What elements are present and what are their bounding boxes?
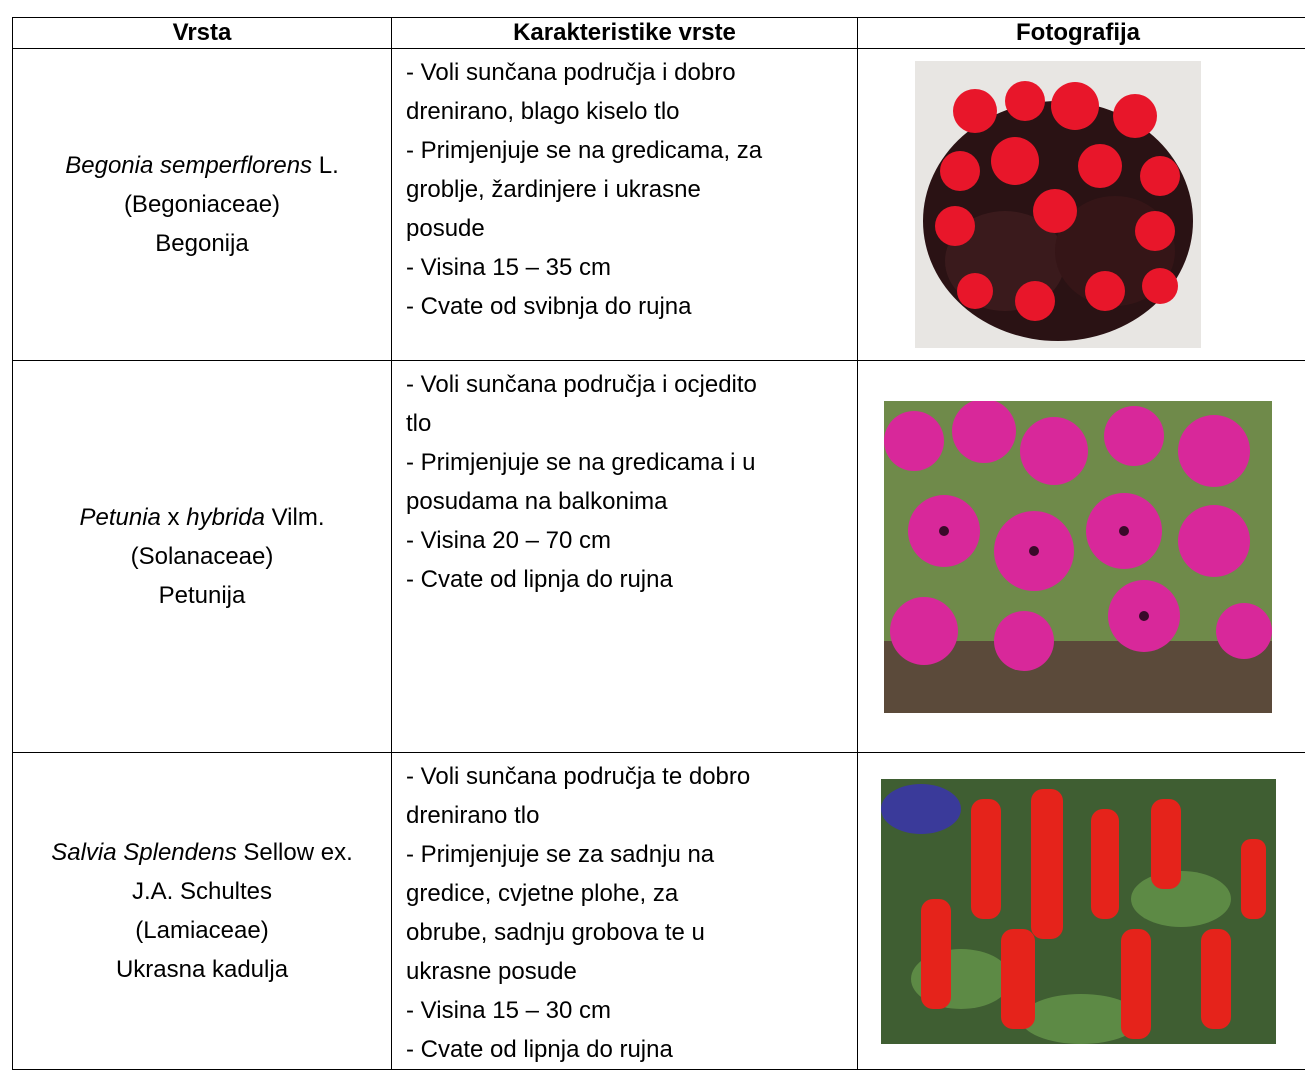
characteristic-line: tlo	[406, 404, 857, 443]
species-text: Petunia	[79, 504, 160, 531]
species-text: Salvia Splendens	[51, 839, 236, 866]
photo	[915, 61, 1201, 348]
header-cell: Karakteristike vrste	[392, 18, 858, 49]
characteristic-line: - Cvate od lipnja do rujna	[406, 1030, 857, 1069]
species-text: hybrida	[186, 504, 265, 531]
photo-cell	[858, 49, 1305, 361]
characteristic-line: - Voli sunčana područja te dobro	[406, 757, 857, 796]
species-text: Begonija	[155, 230, 248, 257]
characteristic-line: drenirano tlo	[406, 796, 857, 835]
species-cell: Salvia Splendens Sellow ex. J.A. Schultes…	[13, 753, 392, 1070]
species-line: J.A. Schultes	[13, 872, 391, 911]
species-text: J.A. Schultes	[132, 878, 272, 905]
characteristic-line: - Primjenjuje se za sadnju na	[406, 835, 857, 874]
header-row: Vrsta Karakteristike vrste Fotografija	[13, 18, 1305, 49]
row: Petunia x hybrida Vilm. (Solanaceae) Petun…	[13, 361, 1305, 753]
characteristic-line: - Cvate od lipnja do rujna	[406, 560, 857, 599]
characteristic-line: - Visina 15 – 35 cm	[406, 248, 857, 287]
species-line: Petunija	[13, 576, 391, 615]
species-line: Salvia Splendens Sellow ex.	[13, 833, 391, 872]
photo-cell	[858, 361, 1305, 753]
row: Salvia Splendens Sellow ex. J.A. Schultes…	[13, 753, 1305, 1070]
species-line: Petunia x hybrida Vilm.	[13, 498, 391, 537]
species-line: Begonia semperflorens L.	[13, 146, 391, 185]
characteristic-line: ukrasne posude	[406, 952, 857, 991]
characteristic-line: gredice, cvjetne plohe, za	[406, 874, 857, 913]
characteristic-line: - Voli sunčana područja i ocjedito	[406, 365, 857, 404]
header-cell: Vrsta	[13, 18, 392, 49]
species-text: (Solanaceae)	[131, 543, 274, 570]
characteristic-line: - Visina 20 – 70 cm	[406, 521, 857, 560]
species-text: Petunija	[159, 582, 246, 609]
species-line: (Begoniaceae)	[13, 185, 391, 224]
species-text: L.	[312, 152, 339, 179]
header-cell: Fotografija	[858, 18, 1305, 49]
characteristic-line: - Primjenjuje se na gredicama i u	[406, 443, 857, 482]
photo	[884, 401, 1272, 713]
species-text: Sellow ex.	[237, 839, 353, 866]
species-text: Begonia semperflorens	[65, 152, 312, 179]
species-line: (Lamiaceae)	[13, 911, 391, 950]
species-text: Ukrasna kadulja	[116, 956, 288, 983]
species-text: Vilm.	[265, 504, 325, 531]
characteristic-line: - Primjenjuje se na gredicama, za	[406, 131, 857, 170]
characteristic-line: - Visina 15 – 30 cm	[406, 991, 857, 1030]
species-cell: Begonia semperflorens L. (Begoniaceae) Beg…	[13, 49, 392, 361]
species-table: Vrsta Karakteristike vrste Fotografija B…	[12, 17, 1305, 1070]
species-text: x	[161, 504, 186, 531]
characteristic-line: - Voli sunčana područja i dobro	[406, 53, 857, 92]
photo	[881, 779, 1276, 1044]
characteristic-line: groblje, žardinjere i ukrasne	[406, 170, 857, 209]
photo-cell	[858, 753, 1305, 1070]
species-text: (Begoniaceae)	[124, 191, 280, 218]
characteristic-line: drenirano, blago kiselo tlo	[406, 92, 857, 131]
characteristic-line: posude	[406, 209, 857, 248]
species-line: Ukrasna kadulja	[13, 950, 391, 989]
species-text: (Lamiaceae)	[135, 917, 268, 944]
characteristic-line: obrube, sadnju grobova te u	[406, 913, 857, 952]
row: Begonia semperflorens L. (Begoniaceae) Beg…	[13, 49, 1305, 361]
species-line: (Solanaceae)	[13, 537, 391, 576]
characteristic-line: posudama na balkonima	[406, 482, 857, 521]
species-cell: Petunia x hybrida Vilm. (Solanaceae) Petun…	[13, 361, 392, 753]
characteristic-line: - Cvate od svibnja do rujna	[406, 287, 857, 326]
species-line: Begonija	[13, 224, 391, 263]
